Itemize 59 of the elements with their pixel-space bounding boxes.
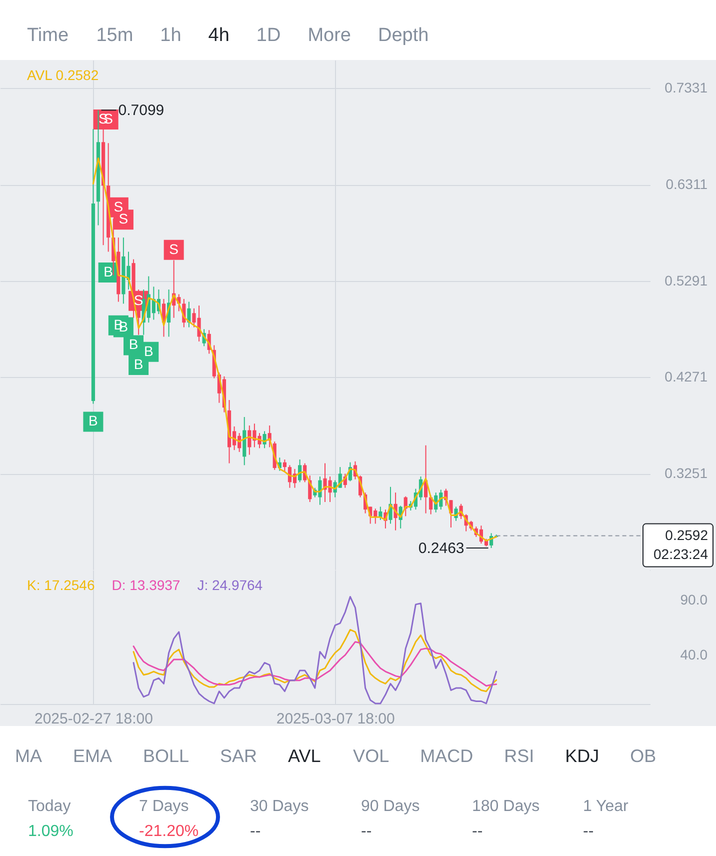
text: 1.09%: [28, 823, 74, 840]
text: RSI: [504, 746, 534, 766]
text: 7 Days: [139, 798, 189, 815]
text: 1 Year: [583, 798, 630, 815]
text: J: 24.9764: [197, 577, 263, 593]
data-label: B: [144, 342, 154, 359]
data-label: S: [169, 240, 179, 257]
text: VOL: [353, 746, 390, 766]
text: 1D: [256, 25, 281, 46]
text: 180 Days: [472, 798, 540, 815]
text: Time: [27, 25, 69, 46]
y-tick-label: 40.0: [680, 646, 708, 663]
x-tick-label: 2025-03-07 18:00: [276, 710, 395, 728]
y-tick-label: 0.5291: [664, 272, 708, 288]
y-tick-label: 0.4271: [664, 368, 708, 385]
annotation: 0.7099: [118, 102, 164, 120]
data-label: B: [104, 264, 114, 280]
text: 0.2592: [665, 526, 708, 543]
text: --: [361, 823, 372, 840]
text: --: [250, 823, 261, 840]
text: 30 Days: [250, 798, 309, 815]
line-series: [132, 628, 498, 692]
annotation: 0.2463: [418, 540, 464, 557]
line-series: [132, 596, 498, 704]
text: --: [472, 823, 483, 840]
candlestick: [449, 500, 453, 528]
text: 1h: [160, 25, 182, 46]
y-tick-label: 0.3251: [664, 465, 708, 482]
candlestick: [187, 301, 191, 328]
y-tick-label: 0.7331: [664, 80, 708, 96]
y-tick-label: 0.6311: [666, 176, 708, 192]
text: D: 13.3937: [112, 577, 180, 593]
data-label: B: [128, 336, 138, 352]
text: K: 17.2546: [27, 577, 95, 593]
text: AVL: [288, 746, 321, 766]
text: Today: [28, 798, 71, 815]
text: EMA: [73, 746, 112, 766]
x-tick-label: 2025-02-27 18:00: [34, 710, 153, 728]
text: AVL 0.2582: [27, 67, 99, 83]
text: Depth: [378, 25, 429, 46]
text: MACD: [420, 746, 474, 766]
data-label: B: [88, 412, 98, 429]
text: KDJ: [565, 746, 600, 766]
line-series: [132, 641, 498, 687]
text: 15m: [96, 25, 134, 46]
y-tick-label: 90.0: [680, 592, 708, 608]
candlestick: [282, 459, 286, 472]
text: SAR: [220, 746, 258, 766]
text: 02:23:24: [654, 546, 708, 562]
text: 90 Days: [361, 798, 420, 815]
data-label: B: [134, 356, 144, 372]
text: More: [308, 25, 352, 46]
text: --: [583, 823, 594, 840]
text: MA: [15, 746, 42, 766]
text: 4h: [208, 25, 230, 46]
text: BOLL: [143, 746, 190, 766]
text: OB: [630, 746, 656, 766]
data-label: S: [134, 292, 144, 308]
text: -21.20%: [139, 823, 199, 840]
